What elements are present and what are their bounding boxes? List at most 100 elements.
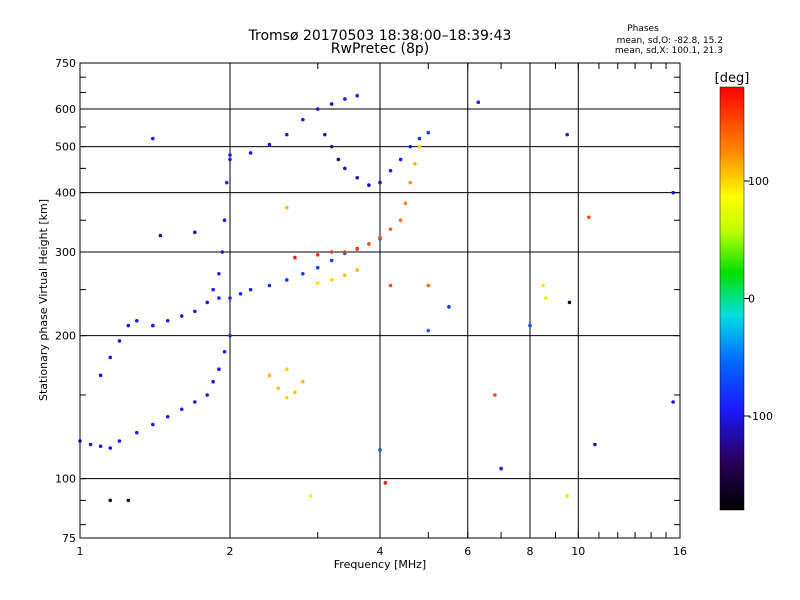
y-tick-label: 750: [55, 57, 76, 70]
colorbar-ticks: 100 0 -100: [744, 175, 773, 423]
data-point: [284, 205, 289, 210]
data-point: [398, 218, 403, 223]
data-point: [417, 136, 422, 141]
data-point: [367, 242, 371, 246]
data-point: [228, 153, 232, 157]
data-point: [193, 230, 197, 235]
data-point: [267, 142, 272, 147]
data-point: [267, 373, 272, 378]
data-point: [238, 292, 243, 296]
data-point: [117, 439, 122, 443]
data-point: [417, 144, 422, 149]
data-point: [211, 379, 215, 384]
data-point: [671, 190, 675, 195]
colorbar: [719, 86, 745, 511]
data-point: [528, 323, 532, 328]
data-point: [383, 481, 388, 485]
data-point: [671, 400, 675, 404]
data-point: [284, 278, 289, 282]
chart-subtitle: RwPretec (8p): [331, 41, 429, 57]
y-tick-label: 100: [55, 473, 76, 486]
data-point: [117, 339, 122, 343]
colorbar-tick-label: 0: [748, 293, 755, 306]
data-point: [193, 400, 197, 404]
data-point: [165, 318, 170, 323]
data-point: [543, 296, 548, 300]
data-point: [276, 386, 281, 391]
data-point: [355, 268, 359, 272]
data-point: [355, 247, 359, 252]
chart-title: Tromsø 20170503 18:38:00–18:39:43: [248, 28, 512, 44]
data-point: [228, 296, 232, 300]
x-tick-label: 8: [527, 545, 534, 558]
data-point: [329, 278, 334, 282]
data-point: [217, 296, 221, 300]
data-point: [284, 395, 289, 400]
data-point: [378, 448, 382, 452]
data-point: [98, 444, 103, 449]
data-point: [315, 252, 320, 257]
data-point: [567, 300, 572, 305]
y-axis: 75 100 200 300 400 500 600 750: [55, 57, 680, 545]
data-point: [426, 130, 431, 135]
data-point: [343, 273, 347, 278]
x-tick-label: 10: [571, 545, 585, 558]
data-point: [343, 166, 347, 171]
data-point: [315, 107, 320, 111]
data-point: [378, 235, 382, 240]
y-tick-label: 200: [55, 330, 76, 343]
data-point: [108, 355, 113, 360]
data-point: [205, 393, 209, 397]
data-point: [329, 102, 334, 106]
data-point: [388, 168, 393, 173]
x-tick-label: 6: [464, 545, 471, 558]
data-point: [308, 494, 313, 498]
data-point: [126, 323, 131, 328]
data-point: [587, 215, 591, 220]
y-tick-label: 75: [62, 532, 76, 545]
data-point: [403, 201, 408, 206]
x-axis: 1 2 4 6 8 10 16: [77, 63, 687, 558]
data-point: [205, 300, 209, 305]
data-point: [224, 180, 229, 185]
data-point: [355, 175, 359, 180]
data-point: [284, 132, 289, 137]
data-point: [222, 349, 227, 354]
data-point: [293, 255, 297, 260]
data-point: [336, 157, 341, 162]
data-point: [217, 367, 221, 371]
x-tick-label: 16: [673, 545, 687, 558]
data-point: [476, 100, 481, 105]
data-point: [323, 132, 327, 137]
data-point: [248, 287, 253, 292]
data-point: [228, 157, 232, 162]
data-point: [284, 367, 289, 371]
data-point: [493, 393, 497, 397]
grid-lines: [80, 63, 680, 538]
x-tick-label: 2: [227, 545, 234, 558]
data-point: [388, 283, 393, 288]
data-point: [267, 283, 272, 288]
data-point: [134, 430, 139, 435]
data-point: [108, 498, 113, 503]
y-tick-label: 400: [55, 187, 76, 200]
data-point: [447, 305, 451, 309]
data-points: [78, 93, 675, 503]
data-point: [565, 494, 569, 498]
x-tick-label: 1: [77, 545, 84, 558]
y-axis-label: Stationary phase Virtual Height [km]: [37, 199, 50, 401]
data-point: [165, 414, 170, 419]
data-point: [151, 323, 155, 328]
phase-info-o: mean, sd,O: -82.8, 15.2: [617, 36, 723, 46]
data-point: [593, 442, 597, 447]
data-point: [426, 328, 431, 333]
data-point: [301, 271, 305, 276]
data-point: [426, 283, 431, 288]
data-point: [228, 333, 232, 338]
data-point: [499, 466, 503, 471]
data-point: [367, 183, 371, 187]
x-axis-label: Frequency [MHz]: [334, 558, 426, 571]
data-point: [315, 281, 320, 285]
data-point: [329, 258, 334, 263]
data-point: [408, 180, 413, 185]
